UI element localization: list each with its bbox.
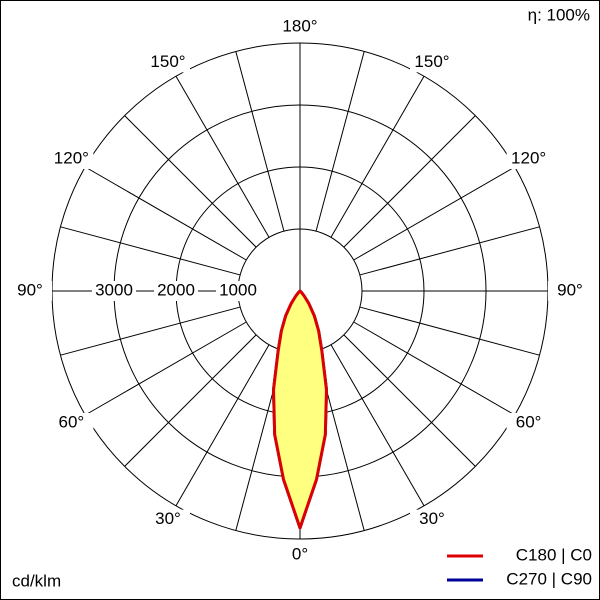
label-bg [278, 17, 322, 37]
spoke [175, 75, 270, 238]
angle-label: 150° [150, 52, 185, 71]
spoke [84, 166, 247, 261]
spoke [235, 51, 285, 232]
label-bg [410, 509, 454, 530]
label-bg [146, 509, 190, 530]
label-bg [154, 281, 198, 301]
label-bg [146, 52, 190, 73]
spoke [359, 306, 540, 356]
spoke [330, 75, 425, 238]
label-bg [8, 281, 52, 301]
spoke [60, 306, 241, 356]
spoke [124, 115, 257, 248]
curve [272, 289, 328, 530]
label-bg [49, 413, 94, 433]
label-bg [278, 545, 322, 565]
spoke [84, 321, 247, 416]
angle-label: 90° [557, 280, 583, 299]
efficiency: η: 100% [528, 5, 590, 24]
angle-label: 180° [282, 16, 317, 35]
spoke [60, 226, 241, 276]
spoke [353, 321, 516, 416]
angle-label: 30° [419, 509, 445, 528]
spoke [359, 226, 540, 276]
label-bg [548, 281, 592, 301]
label-bg [92, 281, 136, 301]
spoke [330, 344, 425, 507]
marks [272, 289, 328, 530]
spoke [315, 51, 365, 232]
angle-label: 90° [17, 280, 43, 299]
label-bg [506, 149, 551, 169]
label-bg [49, 149, 94, 169]
angle-label: 120° [511, 148, 546, 167]
angle-label: 120° [54, 148, 89, 167]
unit-label: cd/klm [12, 571, 61, 590]
label-bg [216, 281, 260, 301]
label-bg [410, 52, 454, 73]
spoke [343, 115, 476, 248]
spoke [175, 344, 270, 507]
spoke [343, 334, 476, 467]
angle-label: 60° [59, 412, 85, 431]
label-bg [506, 413, 551, 433]
labels: 1000 2000 3000 0° 30° 30° 60° 60° 90° 90° 120° 120°… [8, 16, 592, 565]
angle-label: 30° [155, 509, 181, 528]
angle-label: 150° [414, 52, 449, 71]
r-tick-label: 1000 [219, 280, 257, 299]
spoke [353, 166, 516, 261]
angle-label: 0° [292, 544, 308, 563]
spoke [124, 334, 257, 467]
r-tick-label: 3000 [95, 280, 133, 299]
r-tick-label: 2000 [157, 280, 195, 299]
angle-label: 60° [516, 412, 542, 431]
legend-label: C180 | C0 [516, 545, 592, 564]
legend-label: C270 | C90 [506, 569, 592, 588]
